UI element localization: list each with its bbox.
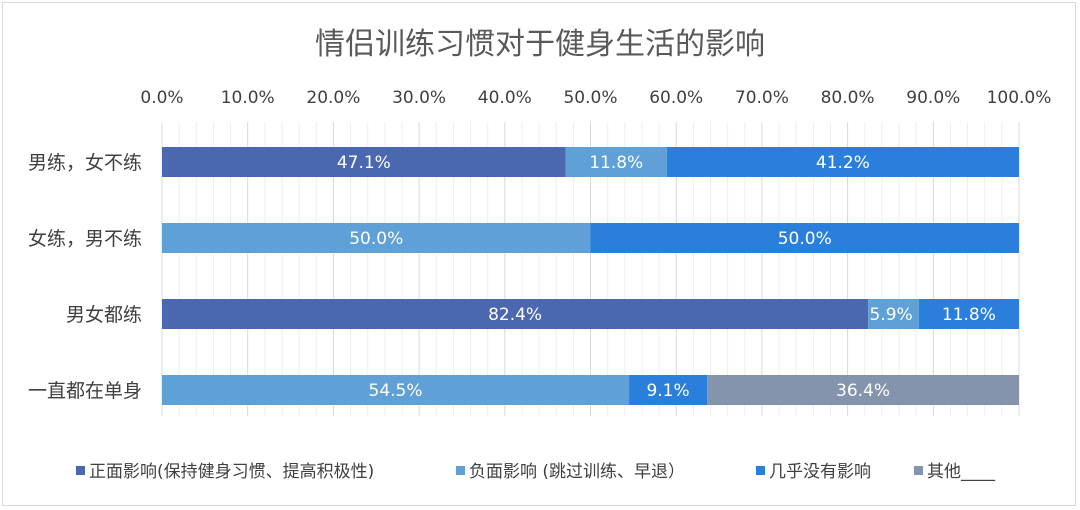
legend-label: 负面影响 (跳过训练、早退） <box>469 462 685 482</box>
legend-label: 其他____ <box>927 462 995 482</box>
category-label: 一直都在单身 <box>28 380 142 402</box>
data-label: 11.8% <box>942 305 996 325</box>
x-tick-label: 20.0% <box>306 88 360 108</box>
bar-segment <box>162 299 869 329</box>
bar-segment <box>162 147 566 177</box>
x-tick-label: 100.0% <box>987 88 1052 108</box>
data-label: 36.4% <box>836 381 890 401</box>
x-tick-label: 80.0% <box>821 88 875 108</box>
x-tick-label: 30.0% <box>392 88 446 108</box>
x-axis-tick-labels: 0.0% 10.0% 20.0% 30.0% 40.0% 50.0% 60.0% 70.0% 8… <box>140 88 1051 108</box>
legend-swatch <box>756 466 765 475</box>
legend-swatch <box>456 466 465 475</box>
bar-segment <box>868 299 919 329</box>
data-label: 50.0% <box>778 229 832 249</box>
data-label: 54.5% <box>369 381 423 401</box>
x-tick-label: 70.0% <box>735 88 789 108</box>
data-label: 47.1% <box>337 153 391 173</box>
bar-segment <box>162 375 630 405</box>
data-label: 11.8% <box>589 153 643 173</box>
legend-swatch <box>76 466 85 475</box>
bar-segment <box>666 147 1019 177</box>
x-tick-label: 50.0% <box>563 88 617 108</box>
legend-label: 几乎没有影响 <box>769 462 871 482</box>
chart-title: 情侣训练习惯对于健身生活的影响 <box>315 27 765 62</box>
x-tick-label: 10.0% <box>221 88 275 108</box>
category-label: 男女都练 <box>66 304 142 326</box>
bar-segment <box>162 223 591 253</box>
bar-segment <box>629 375 708 405</box>
legend: 正面影响(保持健身习惯、提高积极性) 负面影响 (跳过训练、早退） 几乎没有影响 其他… <box>76 462 995 482</box>
bar-segment <box>565 147 667 177</box>
category-label: 女练，男不练 <box>28 228 142 250</box>
x-tick-label: 0.0% <box>140 88 183 108</box>
category-label: 男练，女不练 <box>28 152 142 174</box>
bar-segment <box>590 223 1019 253</box>
data-label: 82.4% <box>488 305 542 325</box>
bar-segment <box>918 299 1019 329</box>
x-tick-label: 90.0% <box>906 88 960 108</box>
legend-swatch <box>914 466 923 475</box>
data-label: 41.2% <box>816 153 870 173</box>
data-label: 5.9% <box>870 305 913 325</box>
bar-segment <box>707 375 1019 405</box>
data-label: 50.0% <box>349 229 403 249</box>
data-label: 9.1% <box>646 381 689 401</box>
x-tick-label: 60.0% <box>649 88 703 108</box>
legend-label: 正面影响(保持健身习惯、提高积极性) <box>89 462 374 482</box>
bars: 47.1% 11.8% 41.2% 50.0% 50.0% 82.4% 5.9% 11.8% 5… <box>162 147 1019 405</box>
x-tick-label: 40.0% <box>478 88 532 108</box>
